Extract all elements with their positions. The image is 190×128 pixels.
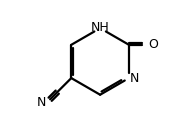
Text: NH: NH [91,21,109,34]
Text: N: N [36,96,46,109]
Text: N: N [130,72,140,85]
Text: O: O [148,38,158,51]
